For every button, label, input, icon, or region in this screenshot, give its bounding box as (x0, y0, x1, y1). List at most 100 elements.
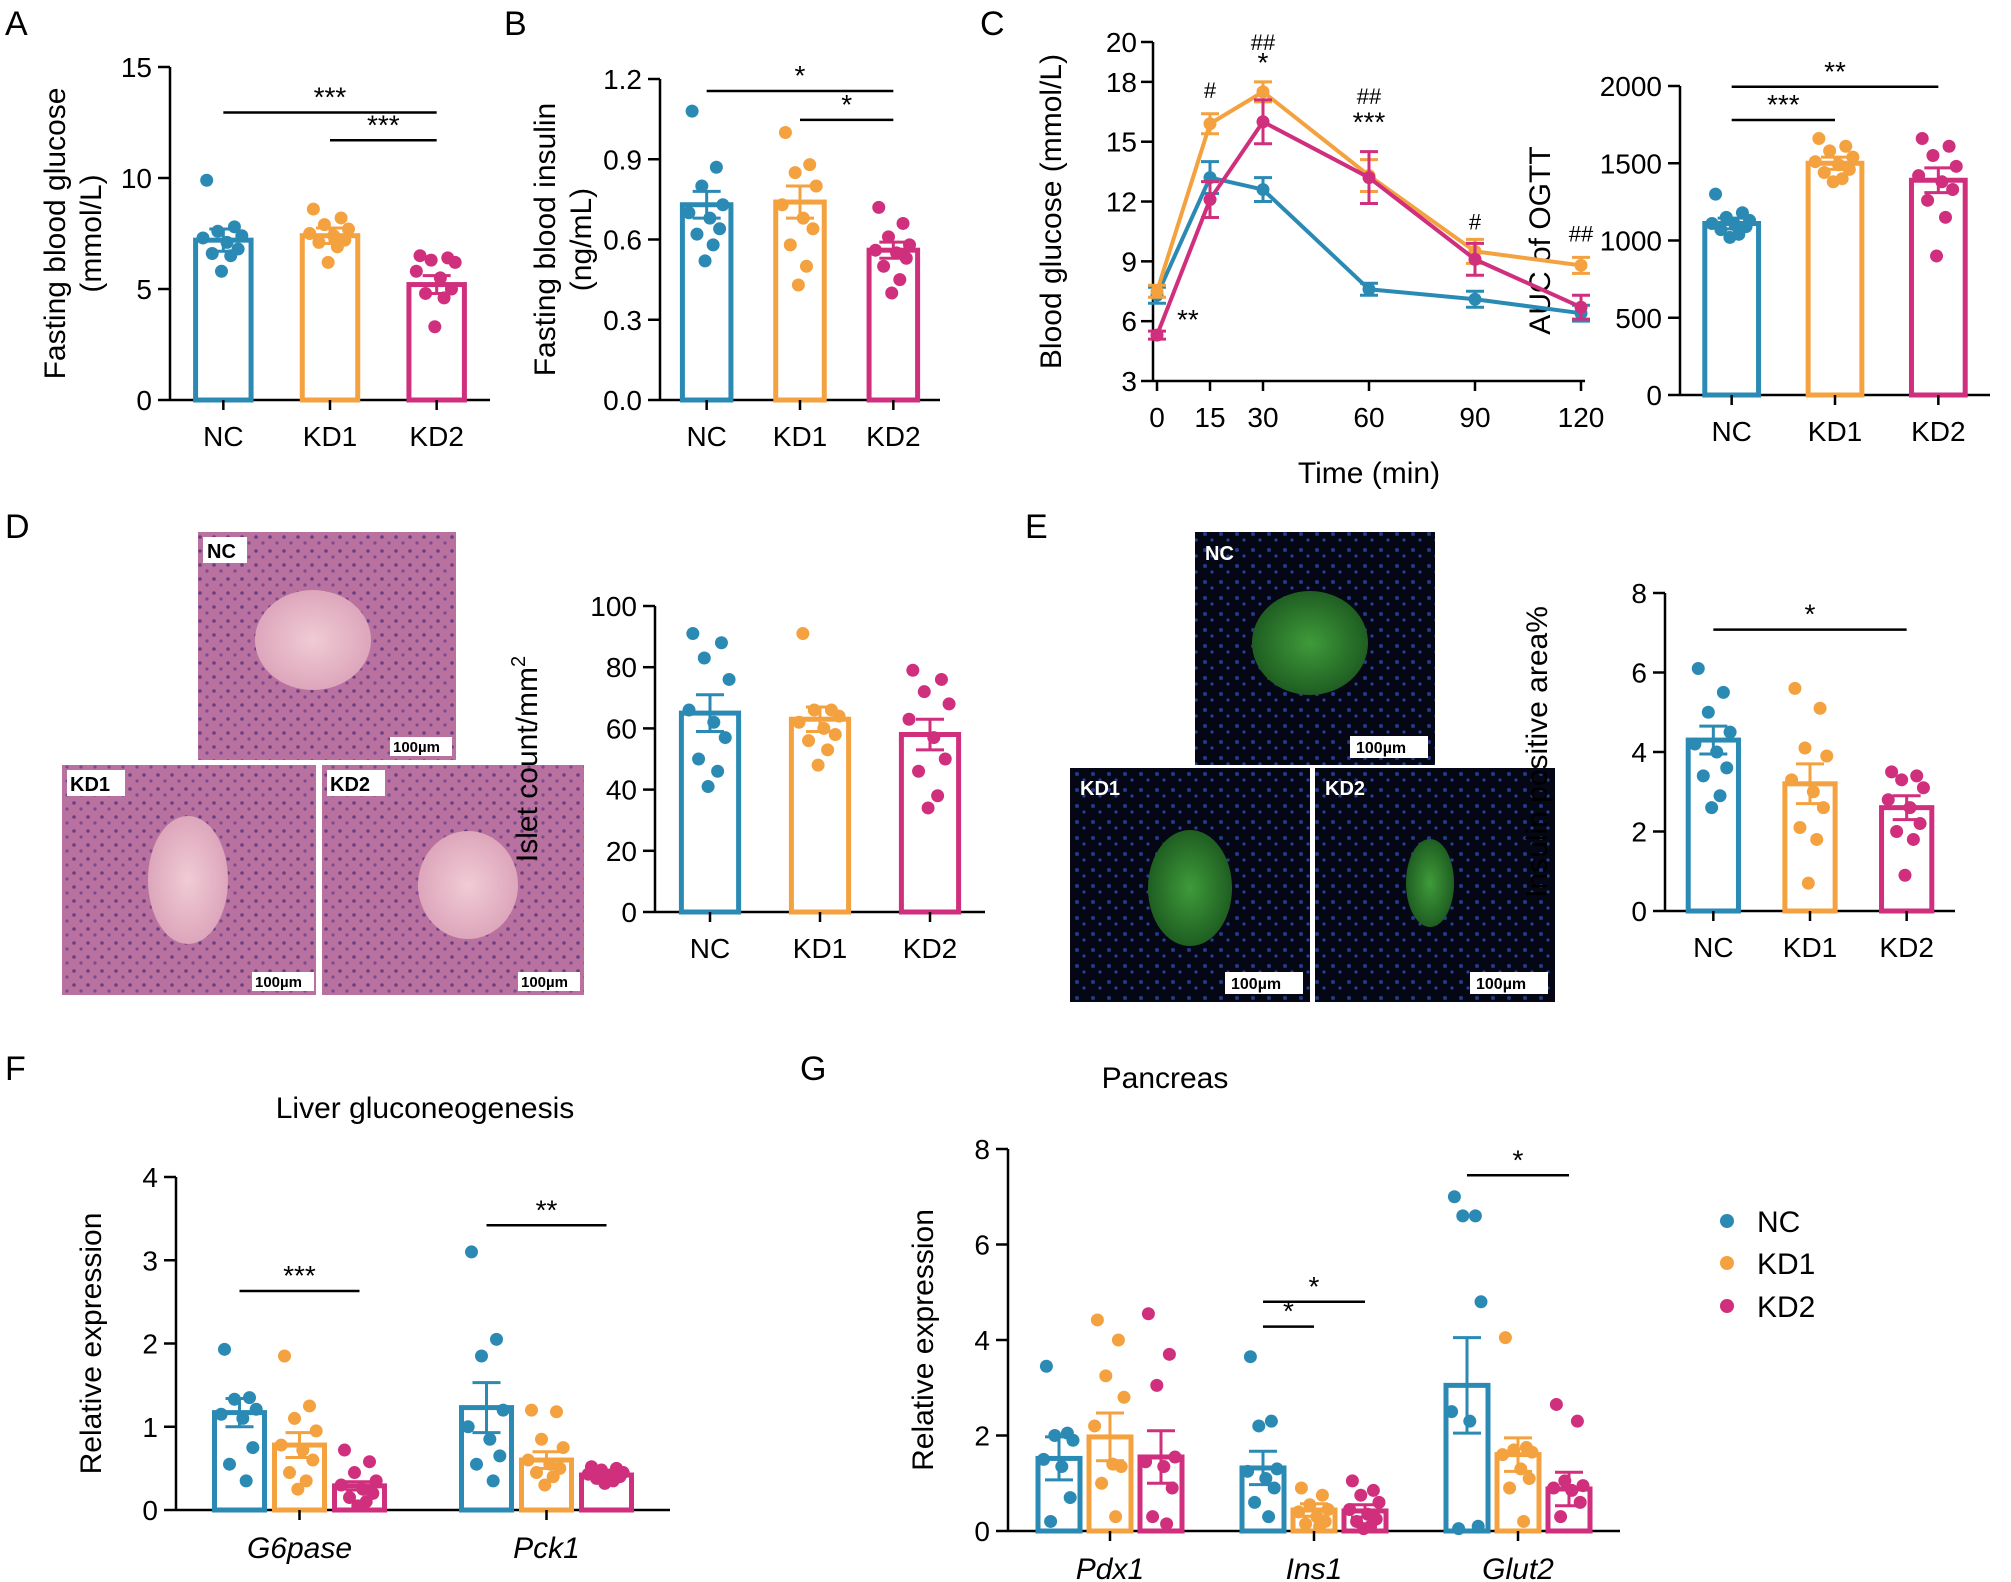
data-point-G-Glut2-KD2-0 (1549, 1397, 1563, 1411)
data-point-B-KD1-4 (775, 198, 789, 212)
data-point-A-KD2-9 (428, 320, 442, 334)
if-scale-bg-kd1 (1225, 972, 1303, 994)
data-point-G-Ins1-NC-1 (1264, 1414, 1278, 1428)
data-point-C-NC-3 (1362, 282, 1376, 296)
data-point-B-KD2-2 (881, 230, 895, 244)
y-tick-label-B-2: 0.6 (603, 225, 642, 256)
data-point-G-Ins1-KD1-0 (1294, 1481, 1308, 1495)
data-point-C-KD2-1 (1203, 193, 1217, 207)
data-point-B-KD1-8 (799, 259, 813, 273)
data-point-F-Pck1-KD1-9 (538, 1478, 552, 1492)
y-axis-label-B-1: (ng/mL) (565, 188, 598, 291)
panel-label-a: A (5, 5, 28, 43)
data-point-B-KD2-7 (877, 259, 891, 273)
data-point-G-Pdx1-KD2-6 (1165, 1481, 1179, 1495)
data-point-B-KD1-3 (809, 179, 823, 193)
data-point-B-NC-9 (698, 254, 712, 268)
x-tick-label-C-2: 30 (1247, 402, 1278, 433)
data-point-C2-KD1-2 (1823, 144, 1837, 158)
y-tick-label-B-4: 1.2 (603, 64, 642, 95)
data-point-C-NC-4 (1468, 292, 1482, 306)
x-axis-label-C: Time (min) (1298, 457, 1440, 490)
data-point-B-KD2-1 (896, 216, 910, 230)
he-scale-bg-nc (390, 737, 452, 756)
data-point-G-Pdx1-KD2-5 (1157, 1460, 1171, 1474)
he-scale-bg-kd1 (252, 972, 314, 991)
y-tick-label-C-6: 20 (1106, 27, 1137, 58)
data-point-F-G6pase-NC-2 (228, 1392, 241, 1406)
data-point-G-Ins1-NC-4 (1241, 1464, 1255, 1478)
y-axis-label-sup-D: 2 (508, 656, 530, 667)
sig-label-F-0-0: *** (283, 1260, 316, 1291)
data-point-G-Ins1-KD2-2 (1354, 1488, 1368, 1502)
sig-label-G-1-1: * (1283, 1296, 1294, 1327)
data-point-E-KD2-7 (1890, 825, 1904, 838)
he-label-bg-nc (203, 537, 247, 563)
y-axis-label-C: Blood glucose (mmol/L) (1035, 54, 1068, 369)
y-tick-label-B-0: 0.0 (603, 385, 642, 416)
bar-C2-KD2 (1908, 177, 1968, 398)
bar-D-NC (678, 710, 742, 915)
data-point-A-NC-7 (205, 246, 219, 260)
data-point-F-G6pase-KD2-4 (334, 1478, 348, 1492)
data-point-G-Ins1-NC-0 (1243, 1350, 1257, 1364)
y-tick-label-D-3: 60 (606, 713, 637, 744)
data-point-E-KD2-2 (1895, 773, 1909, 787)
data-point-B-KD1-2 (788, 166, 802, 180)
data-point-E-KD1-2 (1798, 741, 1812, 755)
data-point-D-KD1-8 (821, 743, 835, 757)
chart-title-G: Pancreas (1102, 1062, 1229, 1095)
data-point-F-Pck1-NC-7 (470, 1457, 483, 1471)
if-islet-nc (1252, 591, 1368, 695)
data-point-B-NC-2 (695, 179, 709, 193)
annotation-C-2: ## (1251, 30, 1276, 55)
y-axis-label-C2: AUC of OGTT (1524, 146, 1557, 334)
data-point-G-Glut2-NC-2 (1456, 1209, 1470, 1223)
data-point-F-Pck1-KD2-9 (598, 1476, 612, 1490)
data-point-G-Pdx1-NC-0 (1039, 1359, 1053, 1373)
data-point-E-KD1-3 (1820, 749, 1834, 763)
data-point-A-NC-3 (235, 229, 249, 243)
y-tick-label-B-1: 0.3 (603, 305, 642, 336)
data-point-F-Pck1-KD1-5 (543, 1457, 557, 1471)
data-point-F-G6pase-NC-6 (246, 1441, 260, 1455)
data-point-F-Pck1-KD1-2 (535, 1432, 548, 1446)
data-point-F-Pck1-KD1-7 (530, 1466, 543, 1480)
data-point-D-KD2-1 (934, 672, 948, 686)
data-point-G-Ins1-KD2-3 (1372, 1495, 1386, 1509)
data-point-D-KD2-5 (927, 731, 941, 745)
y-tick-label-F-2: 2 (142, 1329, 158, 1360)
data-point-G-Ins1-KD1-2 (1303, 1498, 1317, 1512)
if-islet-kd1 (1148, 830, 1232, 946)
data-point-B-KD2-3 (903, 238, 917, 252)
x-tick-label-C-4: 90 (1459, 402, 1490, 433)
he-label-bg-kd1 (67, 770, 125, 796)
data-point-D-KD2-0 (906, 663, 920, 677)
y-tick-label-A-3: 15 (121, 52, 152, 83)
data-point-G-Glut2-NC-1 (1468, 1209, 1482, 1223)
data-point-D-NC-4 (682, 703, 696, 717)
data-point-F-G6pase-KD2-5 (356, 1482, 370, 1496)
data-point-C2-KD1-3 (1846, 150, 1860, 164)
data-point-D-KD2-2 (917, 685, 931, 699)
data-point-E-NC-8 (1713, 789, 1727, 803)
data-point-G-Glut2-KD1-6 (1522, 1471, 1536, 1485)
panel-label-d: D (5, 508, 30, 546)
y-tick-label-F-3: 3 (142, 1245, 158, 1276)
annotation-C-4: ## (1357, 84, 1382, 109)
he-micrographs: NC 100µm KD1 100µm KD2 100µm (62, 532, 584, 995)
data-point-A-KD1-4 (303, 227, 317, 240)
data-point-E-KD1-9 (1801, 876, 1815, 890)
series-line-C-NC (1155, 175, 1582, 316)
data-point-C-KD1-0 (1150, 284, 1164, 298)
data-point-F-G6pase-KD1-3 (309, 1424, 323, 1438)
data-point-D-KD2-8 (931, 789, 945, 803)
data-point-G-Glut2-KD2-5 (1565, 1483, 1579, 1497)
data-point-E-NC-3 (1723, 725, 1737, 739)
y-tick-label-C-4: 15 (1106, 127, 1137, 158)
data-point-D-KD2-4 (902, 712, 916, 726)
data-point-B-KD1-0 (778, 126, 792, 139)
y-tick-label-G-0: 0 (974, 1516, 990, 1547)
data-point-D-KD1-2 (807, 703, 821, 717)
